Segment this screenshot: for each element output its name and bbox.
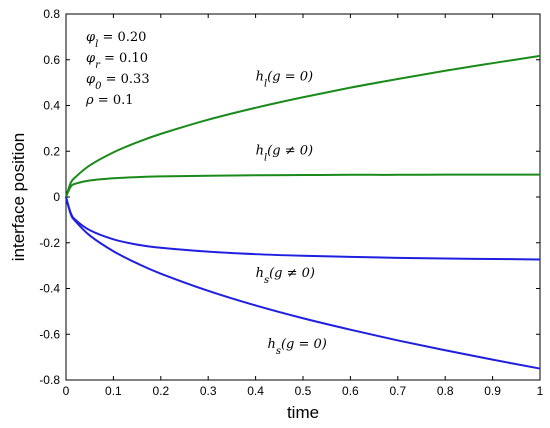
y-tick-label: 0.6 — [43, 53, 60, 67]
series-line-0 — [65, 54, 541, 198]
series-layer — [65, 54, 541, 370]
x-tick-label: 0.5 — [295, 384, 312, 398]
y-tick-label: 0.8 — [43, 7, 60, 21]
y-tick-label: -0.6 — [39, 327, 60, 341]
ticks: 0 0.1 0.2 0.3 0.4 0.5 0.6 0.7 0.8 0.9 1 0.8 0.6 0.4 0.… — [39, 7, 543, 398]
y-axis-label: interface position — [9, 133, 28, 262]
y-tick-label: -0.2 — [39, 236, 60, 250]
parameter-3: ρ = 0.1 — [85, 93, 134, 108]
x-axis-label: time — [287, 403, 319, 422]
x-tick-label: 0.9 — [484, 384, 501, 398]
x-tick-label: 0.2 — [152, 384, 169, 398]
curve-label-1: hl(g ≠ 0) — [256, 144, 313, 164]
series-line-1 — [65, 173, 540, 198]
y-tick-label: 0.2 — [43, 144, 60, 158]
x-tick-label: 0.3 — [200, 384, 217, 398]
series-line-2 — [65, 196, 541, 261]
curve-label-2: hs(g ≠ 0) — [256, 266, 315, 286]
y-tick-label: -0.4 — [39, 282, 60, 296]
x-tick-label: 0.8 — [437, 384, 454, 398]
series-line-3 — [65, 196, 541, 370]
parameter-2: φ0 = 0.33 — [86, 72, 150, 92]
x-tick-label: 0.7 — [389, 384, 406, 398]
x-tick-label: 0.6 — [342, 384, 359, 398]
x-tick-label: 0.1 — [105, 384, 122, 398]
x-tick-label: 0 — [63, 384, 70, 398]
y-tick-label: 0.4 — [43, 99, 60, 113]
y-tick-label: -0.8 — [39, 373, 60, 387]
annotation-layer: hl(g = 0) hl(g ≠ 0) hs(g ≠ 0) hs(g = 0) — [256, 69, 327, 356]
parameter-1: φr = 0.10 — [86, 51, 148, 71]
y-tick-label: 0 — [53, 190, 60, 204]
x-tick-label: 1 — [537, 384, 544, 398]
curve-label-0: hl(g = 0) — [256, 69, 313, 89]
parameter-0: φl = 0.20 — [86, 30, 146, 50]
curve-label-3: hs(g = 0) — [267, 337, 326, 357]
x-tick-label: 0.4 — [247, 384, 264, 398]
